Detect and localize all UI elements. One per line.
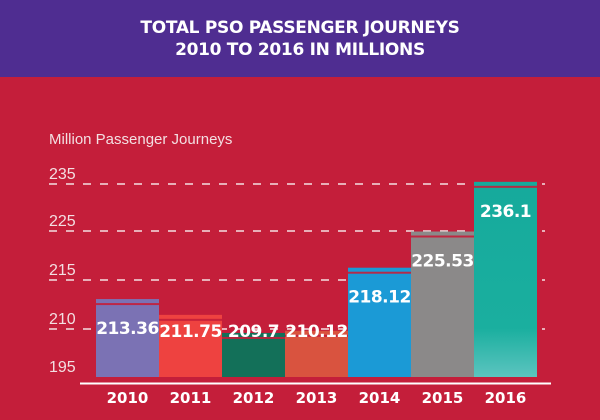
chart-title-line-2: 2010 TO 2016 IN MILLIONS — [175, 39, 425, 60]
y-tick-label: 195 — [49, 359, 76, 376]
x-tick-label: 2010 — [107, 389, 149, 407]
bar-top-stripe — [411, 235, 474, 238]
bar-2010 — [96, 299, 159, 377]
y-axis-label: Million Passenger Journeys — [49, 131, 233, 148]
y-tick-label: 210 — [49, 311, 76, 328]
bar-value-label: 210.12 — [285, 322, 348, 342]
bar-top-stripe — [222, 336, 285, 339]
bar-top-stripe — [159, 318, 222, 321]
bar-2014 — [348, 267, 411, 377]
bar-top-stripe — [474, 185, 537, 188]
x-tick-label: 2013 — [296, 389, 338, 407]
y-tick-label: 235 — [49, 166, 76, 183]
y-tick-label: 225 — [49, 213, 76, 230]
bar-2016 — [474, 181, 537, 377]
bar-top-stripe — [348, 271, 411, 274]
bar-value-label: 211.75 — [159, 322, 222, 342]
bar-2013 — [285, 330, 348, 377]
bar-2011 — [159, 314, 222, 377]
chart-title-line-1: TOTAL PSO PASSENGER JOURNEYS — [140, 17, 460, 38]
bar-2015 — [411, 231, 474, 377]
bar-top-stripe — [96, 303, 159, 306]
x-tick-label: 2011 — [170, 389, 212, 407]
x-tick-label: 2014 — [359, 389, 401, 407]
chart-title-banner: TOTAL PSO PASSENGER JOURNEYS 2010 TO 201… — [0, 0, 600, 77]
bar-value-label: 236.1 — [480, 202, 531, 222]
y-tick-label: 215 — [49, 262, 76, 279]
bar-value-label: 209.7 — [228, 322, 279, 342]
bar-value-label: 218.12 — [348, 288, 411, 308]
bar-value-label: 225.53 — [411, 252, 474, 272]
x-tick-label: 2012 — [233, 389, 275, 407]
bar-value-label: 213.36 — [96, 319, 159, 339]
x-tick-label: 2016 — [485, 389, 527, 407]
x-tick-label: 2015 — [422, 389, 464, 407]
bar-top-stripe — [285, 334, 348, 337]
bar-2012 — [222, 332, 285, 377]
